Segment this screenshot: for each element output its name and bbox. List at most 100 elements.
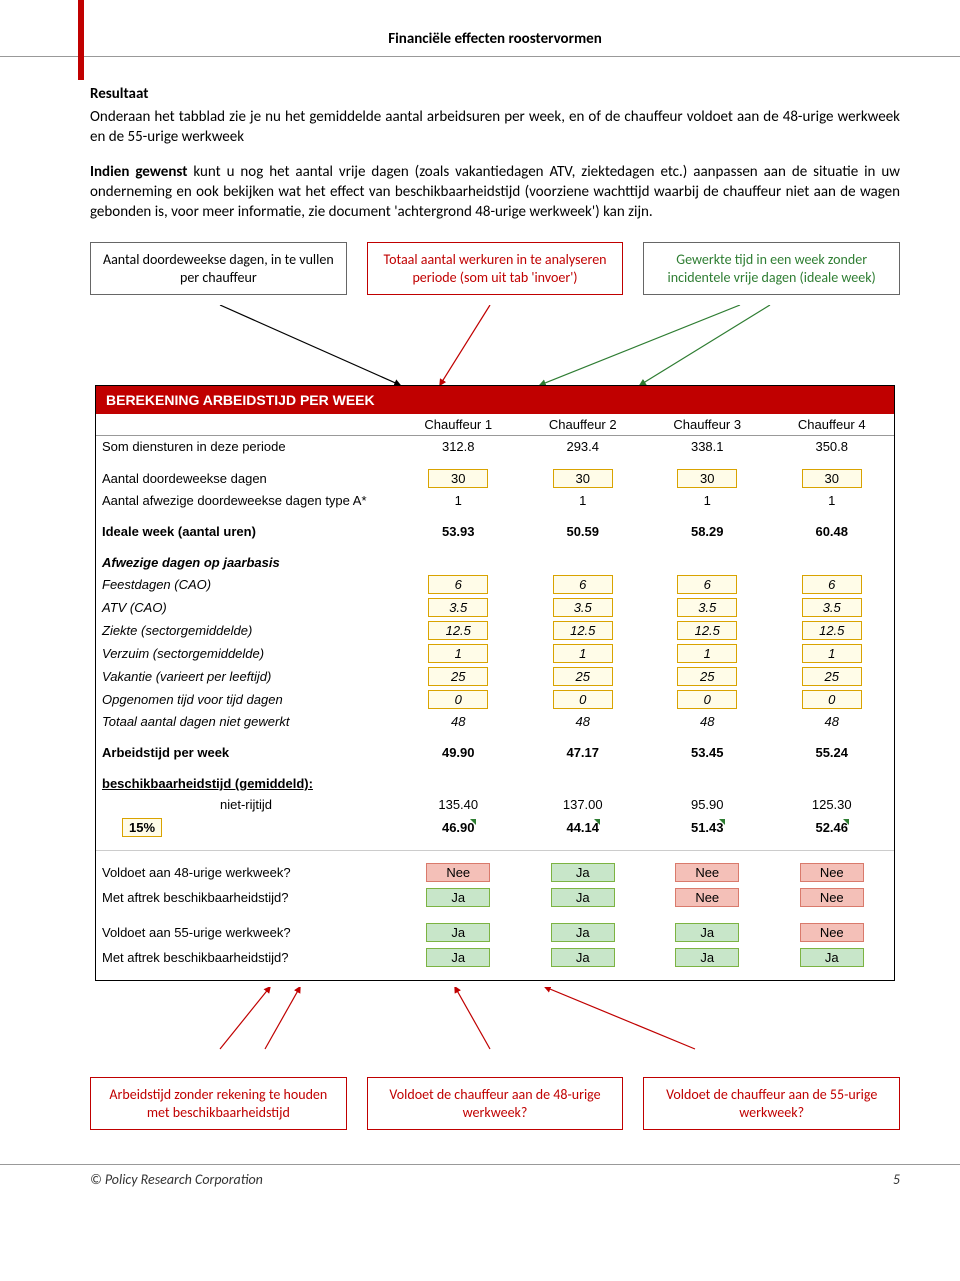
row-tot-l: Totaal aantal dagen niet gewerkt <box>96 711 396 732</box>
header-divider <box>0 56 960 57</box>
cell[interactable]: 3.5 <box>645 596 770 619</box>
running-header: Financiële effecten roostervormen <box>90 30 900 48</box>
row-som-l: Som diensturen in deze periode <box>96 436 396 458</box>
cell: 46.90 <box>396 815 521 840</box>
row-afA-l: Aantal afwezige doordeweekse dagen type … <box>96 490 396 511</box>
cell: 312.8 <box>396 436 521 458</box>
cell: 49.90 <box>396 742 521 763</box>
cell[interactable]: 1 <box>521 642 646 665</box>
sheet-title: BEREKENING ARBEIDSTIJD PER WEEK <box>96 386 894 414</box>
footer-page: 5 <box>893 1171 900 1188</box>
paragraph-2-rest: kunt u nog het aantal vrije dagen (zoals… <box>90 163 900 222</box>
cell: Nee <box>645 860 770 885</box>
cell: Ja <box>645 945 770 970</box>
cell[interactable]: 1 <box>770 642 895 665</box>
cell: Nee <box>396 860 521 885</box>
callout-bottom-c: Voldoet de chauffeur aan de 55-urige wer… <box>643 1077 900 1130</box>
cell: 48 <box>521 711 646 732</box>
row-nr-l: niet-rijtijd <box>96 794 396 815</box>
callout-bottom-a: Arbeidstijd zonder rekening te houden me… <box>90 1077 347 1130</box>
cell: 1 <box>770 490 895 511</box>
cell[interactable]: 1 <box>396 642 521 665</box>
cell[interactable]: 30 <box>770 467 895 490</box>
row-pct-l[interactable]: 15% <box>96 815 396 840</box>
page-footer: © Policy Research Corporation 5 <box>0 1164 960 1188</box>
footer-copyright: © Policy Research Corporation <box>90 1171 263 1188</box>
callout-top-a: Aantal doordeweekse dagen, in te vullen … <box>90 242 347 295</box>
cell: 47.17 <box>521 742 646 763</box>
cell[interactable]: 3.5 <box>521 596 646 619</box>
cell: Ja <box>521 885 646 910</box>
paragraph-1: Onderaan het tabblad zie je nu het gemid… <box>90 107 900 148</box>
cell[interactable]: 0 <box>770 688 895 711</box>
spreadsheet-panel: BEREKENING ARBEIDSTIJD PER WEEK Chauffeu… <box>95 385 895 981</box>
cell: 44.14 <box>521 815 646 840</box>
cell: 55.24 <box>770 742 895 763</box>
row-v55-l: Voldoet aan 55-urige werkweek? <box>96 920 396 945</box>
cell: 58.29 <box>645 521 770 542</box>
row-opg-l: Opgenomen tijd voor tijd dagen <box>96 688 396 711</box>
cell: 125.30 <box>770 794 895 815</box>
paragraph-2-lead: Indien gewenst <box>90 163 187 181</box>
cell[interactable]: 3.5 <box>396 596 521 619</box>
paragraph-2: Indien gewenst kunt u nog het aantal vri… <box>90 162 900 223</box>
col-h4: Chauffeur 4 <box>770 414 895 436</box>
cell[interactable]: 25 <box>521 665 646 688</box>
cell[interactable]: 3.5 <box>770 596 895 619</box>
section-heading: Resultaat <box>90 85 900 103</box>
cell[interactable]: 30 <box>645 467 770 490</box>
cell[interactable]: 6 <box>645 573 770 596</box>
cell: 48 <box>770 711 895 732</box>
row-v48a-l: Met aftrek beschikbaarheidstijd? <box>96 885 396 910</box>
cell: Ja <box>521 920 646 945</box>
row-arbeid-l: Arbeidstijd per week <box>96 742 396 763</box>
cell[interactable]: 6 <box>521 573 646 596</box>
cell: Ja <box>521 860 646 885</box>
row-besch-head: beschikbaarheidstijd (gemiddeld): <box>96 773 396 794</box>
cell: Nee <box>770 885 895 910</box>
callout-bottom-b: Voldoet de chauffeur aan de 48-urige wer… <box>367 1077 624 1130</box>
row-feest-l: Feestdagen (CAO) <box>96 573 396 596</box>
cell: 48 <box>396 711 521 732</box>
cell[interactable]: 6 <box>396 573 521 596</box>
cell: Ja <box>645 920 770 945</box>
cell: 53.45 <box>645 742 770 763</box>
cell: Nee <box>770 860 895 885</box>
cell: 51.43 <box>645 815 770 840</box>
cell: Ja <box>396 920 521 945</box>
cell[interactable]: 12.5 <box>396 619 521 642</box>
cell: 1 <box>645 490 770 511</box>
cell: Ja <box>396 945 521 970</box>
cell: 53.93 <box>396 521 521 542</box>
cell: 52.46 <box>770 815 895 840</box>
callouts-bottom-row: Arbeidstijd zonder rekening te houden me… <box>90 1077 900 1130</box>
cell: 95.90 <box>645 794 770 815</box>
cell[interactable]: 0 <box>645 688 770 711</box>
cell: 1 <box>521 490 646 511</box>
cell[interactable]: 12.5 <box>770 619 895 642</box>
cell[interactable]: 25 <box>770 665 895 688</box>
row-afw-head: Afwezige dagen op jaarbasis <box>96 552 396 573</box>
cell[interactable]: 30 <box>521 467 646 490</box>
arrows-top <box>90 305 900 385</box>
cell[interactable]: 12.5 <box>645 619 770 642</box>
cell[interactable]: 0 <box>521 688 646 711</box>
callout-top-c: Gewerkte tijd in een week zonder inciden… <box>643 242 900 295</box>
col-blank <box>96 414 396 436</box>
cell[interactable]: 1 <box>645 642 770 665</box>
cell[interactable]: 30 <box>396 467 521 490</box>
cell[interactable]: 12.5 <box>521 619 646 642</box>
cell[interactable]: 0 <box>396 688 521 711</box>
row-dd-l: Aantal doordeweekse dagen <box>96 467 396 490</box>
col-h2: Chauffeur 2 <box>521 414 646 436</box>
cell[interactable]: 25 <box>396 665 521 688</box>
callouts-top-row: Aantal doordeweekse dagen, in te vullen … <box>90 242 900 295</box>
callout-top-b: Totaal aantal werkuren in te analyseren … <box>367 242 624 295</box>
cell[interactable]: 6 <box>770 573 895 596</box>
arrows-bottom <box>95 987 895 1057</box>
row-v48-l: Voldoet aan 48-urige werkweek? <box>96 860 396 885</box>
cell[interactable]: 25 <box>645 665 770 688</box>
sheet-table: Chauffeur 1 Chauffeur 2 Chauffeur 3 Chau… <box>96 414 894 980</box>
cell: 135.40 <box>396 794 521 815</box>
cell: 350.8 <box>770 436 895 458</box>
